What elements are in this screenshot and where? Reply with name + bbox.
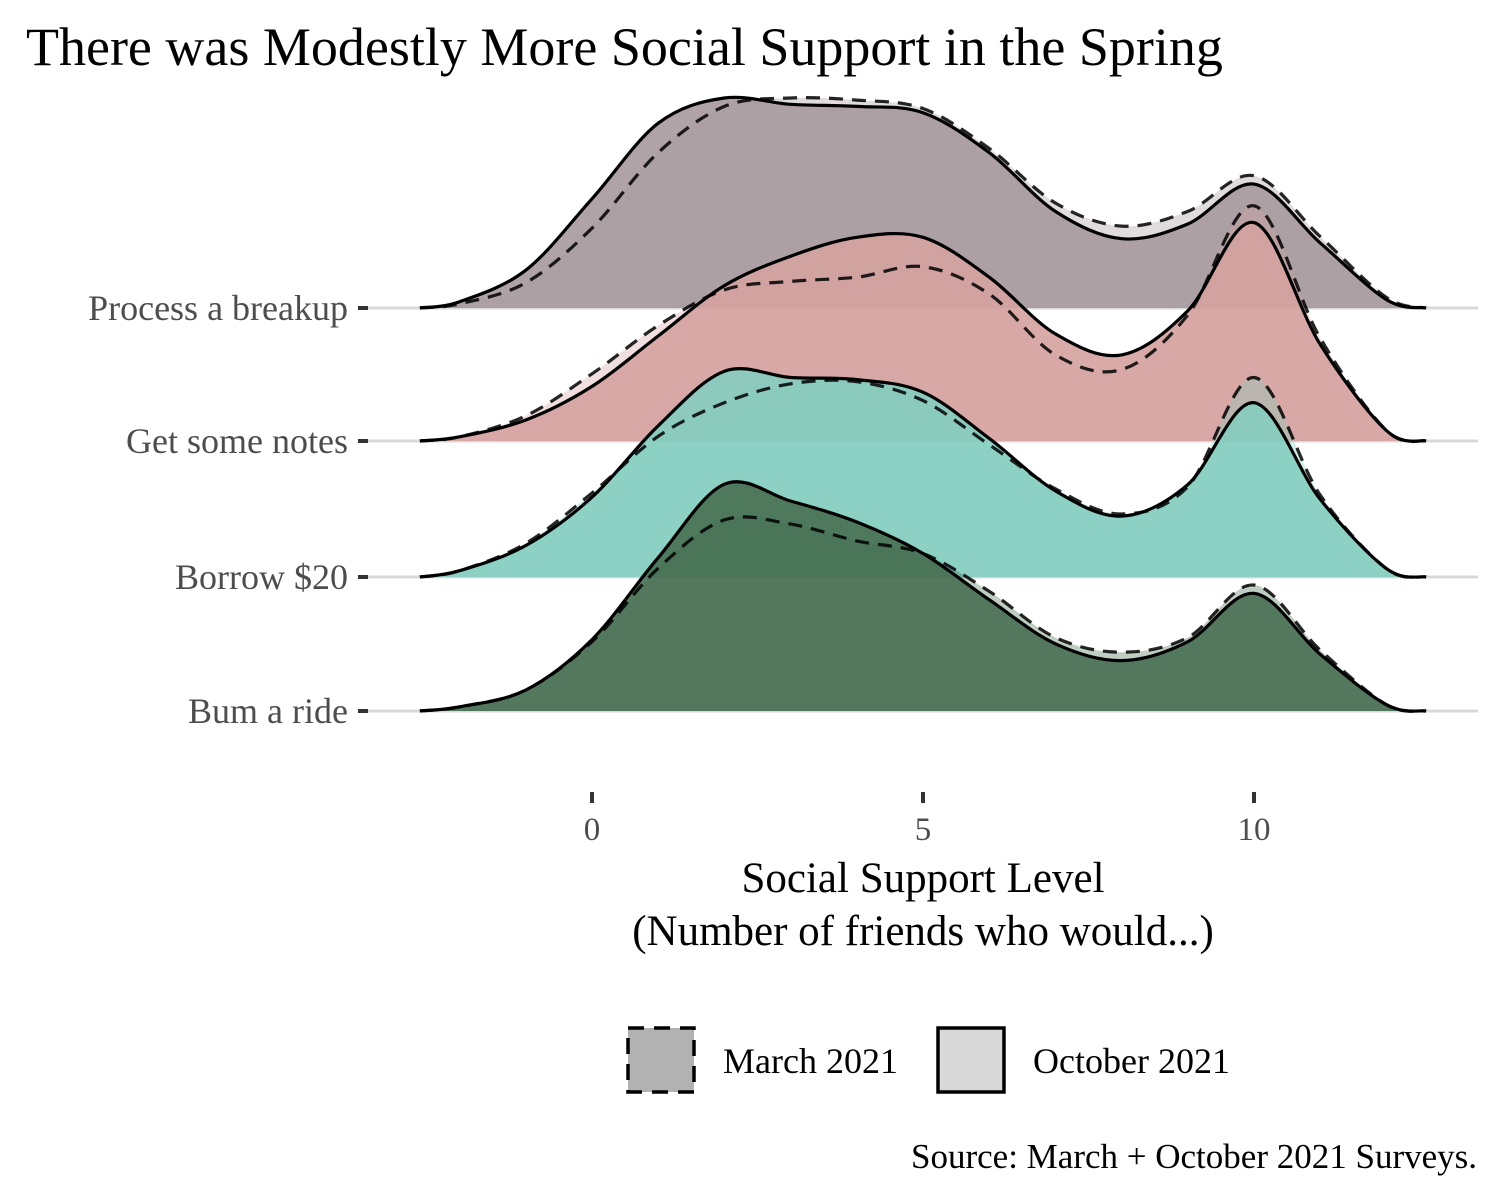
x-tick-label-5: 5 [915, 812, 932, 848]
density-line-october-get-some-notes [419, 220, 1427, 443]
density-fill-october-bum-a-ride [419, 481, 1427, 712]
y-label-borrow-20: Borrow $20 [175, 557, 348, 597]
density-line-october-borrow-20 [419, 367, 1427, 579]
x-tick-label-10: 10 [1238, 812, 1271, 848]
chart-caption: Source: March + October 2021 Surveys. [911, 1137, 1477, 1176]
ridge-borrow-20 [419, 367, 1427, 580]
density-line-march-borrow-20 [419, 375, 1427, 580]
legend-key-october [936, 1026, 1006, 1094]
x-axis-title: Social Support Level [741, 855, 1104, 902]
ridge-process-a-breakup [419, 95, 1427, 310]
y-label-get-some-notes: Get some notes [126, 421, 348, 461]
legend-label-october: October 2021 [1033, 1041, 1230, 1081]
density-line-march-get-some-notes [419, 204, 1427, 444]
density-fill-october-process-a-breakup [419, 97, 1427, 308]
density-line-october-bum-a-ride [419, 480, 1427, 713]
density-line-march-process-a-breakup [419, 96, 1427, 310]
chart-title: There was Modestly More Social Support i… [26, 17, 1223, 77]
density-line-october-process-a-breakup [419, 95, 1427, 310]
legend: March 2021 October 2021 [626, 1026, 1230, 1094]
x-axis: 0 5 10 [584, 792, 1271, 848]
y-label-bum-a-ride: Bum a ride [188, 691, 348, 731]
x-axis-title-line2: (Number of friends who would...) [632, 908, 1214, 955]
x-tick-label-0: 0 [584, 812, 601, 848]
y-axis: Process a breakup Get some notes Borrow $2… [88, 288, 368, 731]
y-label-process-a-breakup: Process a breakup [88, 288, 348, 328]
density-fill-october-get-some-notes [419, 222, 1427, 442]
legend-label-march: March 2021 [723, 1041, 898, 1081]
density-fill-october-borrow-20 [419, 368, 1427, 578]
ridge-get-some-notes [419, 204, 1427, 444]
legend-key-march [626, 1026, 696, 1094]
ridges [419, 95, 1427, 713]
ridge-bum-a-ride [419, 480, 1427, 713]
